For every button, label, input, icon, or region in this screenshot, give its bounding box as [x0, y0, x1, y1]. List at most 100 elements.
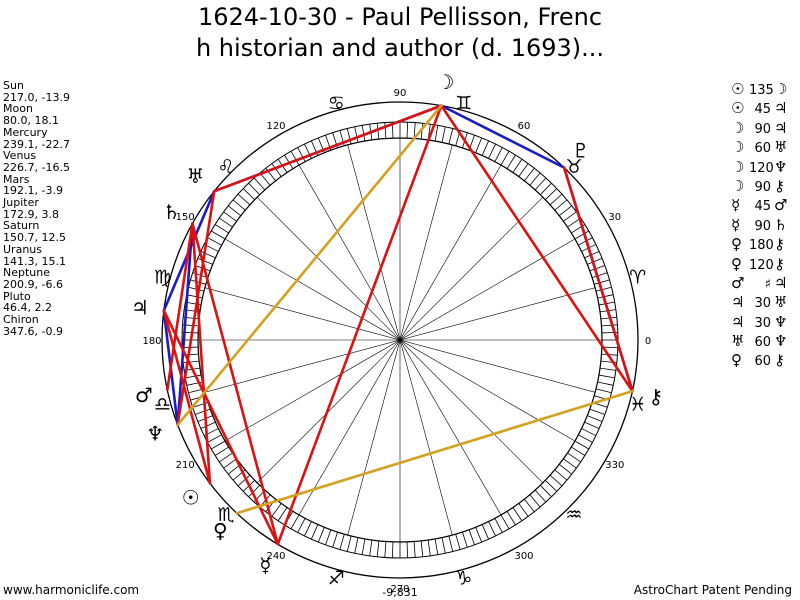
aspect-row: ♅ 60 ♆	[731, 332, 792, 351]
degree-label: 210	[176, 460, 195, 471]
degree-tick	[434, 125, 439, 142]
degree-tick	[376, 123, 380, 140]
aspect-planet-2-icon: ⚷	[774, 351, 785, 370]
degree-tick	[534, 489, 547, 503]
aspect-line	[235, 389, 634, 515]
degree-tick	[500, 514, 510, 529]
degree-tick	[554, 199, 568, 211]
aspect-row: ♂ ♯ ♃	[731, 274, 792, 293]
degree-tick	[369, 539, 373, 556]
planet-values-neptune: 200.9, -6.6	[3, 277, 63, 291]
degree-tick	[540, 182, 552, 195]
degree-tick	[420, 123, 424, 140]
degree-tick	[211, 440, 226, 450]
degree-tick	[271, 163, 282, 177]
degree-tick	[574, 440, 589, 450]
degree-tick	[549, 474, 563, 487]
degree-tick	[200, 421, 216, 430]
degree-tick	[597, 381, 614, 386]
degree-tick	[237, 474, 251, 487]
aspect-angle: 90	[754, 179, 771, 195]
planet-saturn-icon: ♄	[163, 200, 181, 224]
degree-tick	[346, 535, 352, 552]
aspect-line	[212, 104, 443, 193]
planet-name-neptune: Neptune	[3, 266, 51, 280]
aspect-angle: 120	[749, 160, 774, 176]
degree-tick	[597, 294, 614, 299]
zodiac-sign-icon: ♉	[565, 156, 582, 178]
degree-tick	[598, 374, 615, 379]
degree-tick	[441, 537, 446, 554]
aspect-angle: 120	[749, 257, 774, 273]
degree-tick	[197, 257, 213, 265]
planet-name-mars: Mars	[3, 172, 30, 186]
planet-values-pluto: 46.4, 2.2	[3, 301, 52, 315]
degree-tick	[441, 126, 446, 143]
degree-tick	[290, 514, 300, 529]
planet-mars-icon: ♂	[135, 383, 153, 407]
degree-label: 300	[514, 551, 533, 562]
planet-name-venus: Venus	[3, 149, 37, 163]
aspect-row: ☽ 90 ♃	[731, 119, 792, 138]
degree-tick	[214, 224, 229, 234]
degree-label: 240	[266, 551, 285, 562]
degree-tick	[567, 217, 581, 228]
degree-tick	[448, 128, 454, 145]
planet-neptune-icon: ♆	[146, 421, 164, 445]
aspect-row: ☉ 45 ♃	[731, 99, 792, 118]
zodiac-sign-icon: ♍	[154, 266, 171, 288]
aspect-planet-1-icon: ♂	[731, 273, 745, 292]
aspect-line	[440, 104, 566, 169]
aspect-row: ☿ 45 ♂	[731, 196, 792, 215]
degree-tick	[529, 494, 541, 508]
degree-tick	[223, 211, 237, 222]
site-link[interactable]: www.harmoniclife.com	[3, 583, 140, 597]
degree-tick	[574, 230, 589, 240]
planet-values-mercury: 239.1, -22.7	[3, 137, 70, 151]
degree-tick	[277, 507, 288, 521]
zodiac-sign-icon: ♋	[328, 92, 345, 114]
planet-name-jupiter: Jupiter	[3, 196, 39, 210]
degree-tick	[354, 126, 359, 143]
degree-tick	[475, 527, 483, 543]
degree-tick	[563, 458, 577, 469]
degree-tick	[524, 498, 535, 513]
zodiac-sign-icon: ♐	[328, 568, 345, 590]
aspect-planet-2-icon: ♅	[774, 293, 788, 312]
degree-tick	[558, 205, 573, 216]
aspect-row: ♀ 120⚷	[731, 255, 792, 274]
degree-tick	[297, 147, 306, 162]
aspect-angle: 60	[754, 335, 771, 351]
aspect-planet-2-icon: ♆	[774, 312, 788, 331]
aspect-angle: 60	[754, 141, 771, 157]
degree-tick	[589, 408, 605, 415]
aspect-angle: 30	[754, 315, 771, 331]
aspect-planet-1-icon: ☉	[731, 80, 745, 98]
degree-tick	[494, 518, 503, 533]
aspect-planet-2-icon: ♆	[774, 332, 788, 351]
aspect-planet-2-icon: ♃	[774, 118, 788, 137]
degree-tick	[384, 122, 387, 139]
aspect-planet-1-icon: ♅	[731, 332, 745, 351]
degree-tick	[595, 286, 612, 292]
planet-mercury-icon: ☿	[259, 553, 271, 577]
aspect-line	[440, 104, 634, 393]
degree-tick	[558, 464, 573, 475]
aspect-line	[176, 222, 194, 427]
degree-tick	[587, 257, 603, 265]
planet-name-mercury: Mercury	[3, 125, 48, 139]
aspect-angle: 90	[754, 218, 771, 234]
aspect-angle: ♯	[764, 276, 771, 292]
degree-tick	[391, 541, 394, 558]
degree-tick	[488, 521, 496, 537]
bottom-value: -9,831	[382, 586, 417, 599]
degree-tick	[587, 415, 603, 423]
degree-tick	[540, 485, 552, 498]
aspect-planet-1-icon: ♀	[731, 254, 742, 273]
degree-tick	[554, 469, 568, 481]
degree-tick	[361, 538, 366, 555]
chart-title-line-2: h historian and author (d. 1693)...	[195, 34, 605, 62]
planet-uranus-icon: ♅	[187, 164, 205, 188]
aspect-planet-1-icon: ☉	[731, 99, 745, 118]
degree-tick	[310, 524, 319, 540]
